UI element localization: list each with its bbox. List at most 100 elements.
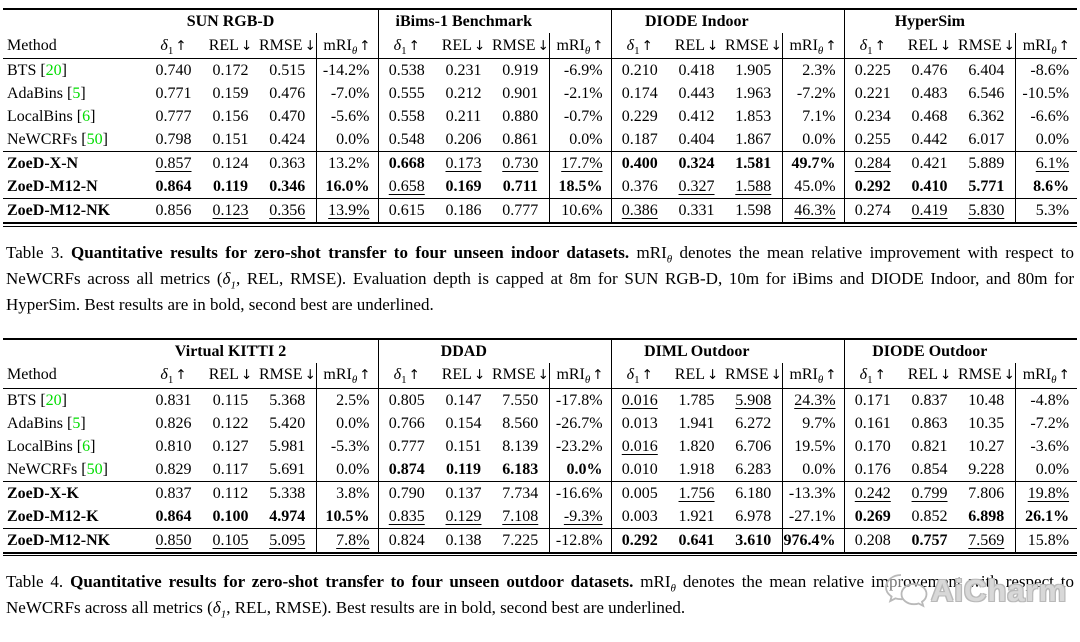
value-text: 0.127 bbox=[212, 437, 249, 455]
value-text: -12.8% bbox=[555, 531, 603, 549]
value-cell: 1.581 bbox=[725, 151, 783, 175]
citation-ref: 20 bbox=[45, 391, 62, 409]
value-cell: -17.8% bbox=[548, 388, 612, 412]
metric-symbol: RMSE bbox=[958, 366, 1002, 383]
value-text: -7.2% bbox=[796, 85, 836, 102]
value-cell: 8.139 bbox=[492, 435, 549, 458]
value-text: 0.799 bbox=[911, 484, 948, 502]
value-cell: 0.292 bbox=[843, 175, 902, 199]
citation-ref: 5 bbox=[72, 414, 81, 432]
value-text: 49.7% bbox=[791, 155, 836, 172]
value-text: 0.003 bbox=[621, 507, 658, 525]
value-cell: 0.211 bbox=[435, 105, 492, 128]
value-cell: 0.515 bbox=[259, 59, 316, 83]
value-text: 5.338 bbox=[269, 484, 306, 502]
metric-header: δ1 ↑ bbox=[145, 362, 202, 389]
value-cell: 0.324 bbox=[668, 151, 726, 175]
value-cell: 0.0% bbox=[1014, 457, 1078, 481]
value-text: 0.010 bbox=[621, 460, 658, 478]
value-text: 0.154 bbox=[445, 414, 482, 432]
value-cell: 0.176 bbox=[843, 457, 902, 481]
metric-subscript: 1 bbox=[634, 374, 640, 387]
value-cell: 0.154 bbox=[435, 412, 492, 435]
value-cell: 0.424 bbox=[259, 128, 316, 152]
metric-subscript: 1 bbox=[401, 374, 407, 387]
value-text: -23.2% bbox=[555, 437, 603, 455]
value-cell: 0.404 bbox=[668, 128, 725, 152]
value-cell: 0.386 bbox=[610, 198, 669, 224]
value-text: 0.211 bbox=[445, 108, 482, 125]
value-text: 7.806 bbox=[968, 484, 1005, 502]
table-section: ZoeD-X-K 0.837 0.112 5.338 3.8% 0.790 0.137 7.7… bbox=[3, 480, 1078, 529]
metric-symbol: RMSE bbox=[259, 36, 303, 54]
mri-header-spacer bbox=[316, 339, 378, 363]
value-cell: 0.161 bbox=[843, 411, 902, 435]
value-cell: 9.7% bbox=[781, 411, 845, 435]
metric-header: mRIθ ↑ bbox=[781, 362, 845, 389]
method-cell: AdaBins [5] bbox=[7, 414, 86, 432]
value-text: 0.210 bbox=[621, 62, 658, 79]
direction-arrow-icon: ↓ bbox=[240, 367, 253, 383]
value-cell: 6.272 bbox=[725, 412, 782, 435]
caption-text: mRI bbox=[629, 242, 667, 262]
metric-subscript: θ bbox=[1051, 374, 1057, 387]
value-cell: 5.691 bbox=[259, 458, 316, 482]
value-cell: 10.35 bbox=[958, 412, 1015, 435]
metric-header: RMSE ↓ bbox=[492, 362, 550, 389]
value-cell: 15.8% bbox=[1014, 527, 1078, 554]
value-text: 6.362 bbox=[968, 108, 1005, 125]
value-text: -7.0% bbox=[330, 85, 370, 102]
caption-subscript: 1 bbox=[220, 608, 227, 621]
value-text: 0.231 bbox=[445, 62, 482, 79]
value-cell: 0.005 bbox=[610, 480, 669, 505]
value-cell: 0.443 bbox=[668, 82, 725, 105]
value-cell: 18.5% bbox=[548, 175, 612, 199]
caption-text: mRI bbox=[633, 572, 671, 591]
page: SUN RGB-D iBims-1 Benchmark DIODE Indoor Hy… bbox=[3, 8, 1078, 621]
value-text: 1.921 bbox=[678, 507, 715, 525]
value-cell: 0.658 bbox=[377, 175, 435, 199]
direction-arrow-icon: ↓ bbox=[304, 37, 316, 54]
value-cell: -6.9% bbox=[548, 58, 612, 82]
value-cell: 0.730 bbox=[492, 151, 550, 175]
value-text: 0.757 bbox=[911, 531, 948, 549]
table-section: ZoeD-X-N 0.857 0.124 0.363 13.2% 0.668 0.173 0.… bbox=[3, 151, 1078, 199]
value-cell: 0.123 bbox=[202, 198, 259, 224]
metric-header: REL ↓ bbox=[668, 33, 726, 59]
value-text: 0.105 bbox=[212, 531, 249, 549]
value-text: 19.5% bbox=[794, 437, 836, 455]
value-cell: 8.6% bbox=[1014, 175, 1078, 199]
value-cell: 0.147 bbox=[435, 388, 492, 412]
value-text: 5.830 bbox=[968, 202, 1005, 219]
value-text: 1.820 bbox=[678, 437, 715, 455]
value-cell: 0.0% bbox=[315, 457, 378, 481]
value-cell: 5.771 bbox=[958, 175, 1015, 199]
value-text: 7.550 bbox=[502, 391, 539, 409]
metric-subscript: 1 bbox=[167, 374, 174, 387]
value-text: 0.835 bbox=[388, 507, 425, 525]
value-text: 0.777 bbox=[388, 437, 425, 455]
metric-symbol: mRI bbox=[1022, 366, 1052, 383]
value-cell: 0.864 bbox=[145, 505, 202, 529]
value-cell: -13.3% bbox=[781, 480, 845, 505]
value-text: 0.468 bbox=[911, 108, 948, 125]
value-text: 0.327 bbox=[678, 178, 715, 195]
method-cell: LocalBins [6] bbox=[7, 437, 96, 455]
metric-subscript: θ bbox=[584, 44, 591, 57]
value-text: 0.730 bbox=[502, 155, 539, 172]
value-cell: 0.711 bbox=[492, 175, 549, 199]
value-cell: 0.470 bbox=[259, 105, 316, 128]
dataset-group-header: HyperSim bbox=[843, 9, 1016, 33]
value-cell: 0.124 bbox=[202, 151, 259, 175]
value-text: 3.8% bbox=[336, 484, 370, 502]
table-row: ZoeD-X-K 0.837 0.112 5.338 3.8% 0.790 0.137 7.7… bbox=[3, 480, 1078, 505]
outdoor-results-table: Virtual KITTI 2 DDAD DIML Outdoor DIODE Out… bbox=[3, 337, 1078, 554]
method-column-header: Method bbox=[3, 33, 145, 59]
table-row: LocalBins [6] 0.777 0.156 0.470 -5.6% 0.558 0.… bbox=[3, 105, 1078, 128]
value-cell: 0.400 bbox=[610, 151, 669, 175]
citation-ref: 50 bbox=[86, 131, 103, 148]
value-text: 0.117 bbox=[212, 460, 249, 478]
table-row: AdaBins [5] 0.771 0.159 0.476 -7.0% 0.555 0.21… bbox=[3, 82, 1078, 105]
value-text: 0.242 bbox=[854, 484, 891, 502]
direction-arrow-icon: ↑ bbox=[641, 37, 653, 54]
